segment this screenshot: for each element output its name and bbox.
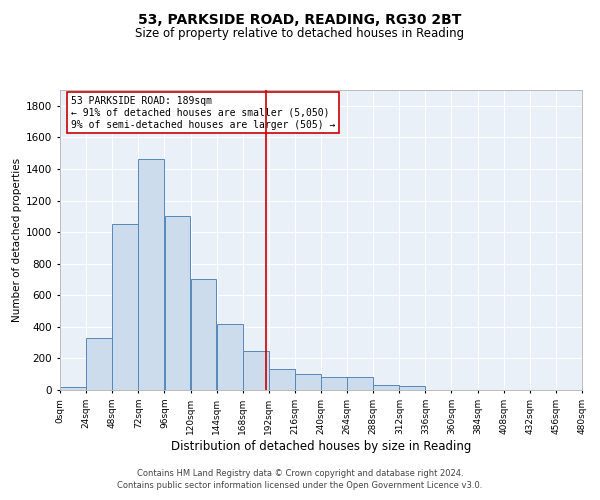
Bar <box>191 280 217 390</box>
Text: Contains HM Land Registry data © Crown copyright and database right 2024.: Contains HM Land Registry data © Crown c… <box>137 468 463 477</box>
Bar <box>139 160 164 390</box>
X-axis label: Distribution of detached houses by size in Reading: Distribution of detached houses by size … <box>171 440 471 452</box>
Text: 53, PARKSIDE ROAD, READING, RG30 2BT: 53, PARKSIDE ROAD, READING, RG30 2BT <box>139 12 461 26</box>
Text: Size of property relative to detached houses in Reading: Size of property relative to detached ho… <box>136 28 464 40</box>
Bar <box>373 386 399 390</box>
Bar <box>269 370 295 390</box>
Bar <box>86 338 112 390</box>
Bar <box>164 216 190 390</box>
Bar <box>217 324 242 390</box>
Text: Contains public sector information licensed under the Open Government Licence v3: Contains public sector information licen… <box>118 481 482 490</box>
Bar <box>112 224 138 390</box>
Bar <box>321 378 347 390</box>
Text: 53 PARKSIDE ROAD: 189sqm
← 91% of detached houses are smaller (5,050)
9% of semi: 53 PARKSIDE ROAD: 189sqm ← 91% of detach… <box>71 96 335 130</box>
Bar <box>295 374 321 390</box>
Bar <box>60 387 86 390</box>
Bar <box>243 350 269 390</box>
Bar <box>347 378 373 390</box>
Bar <box>400 386 425 390</box>
Y-axis label: Number of detached properties: Number of detached properties <box>12 158 22 322</box>
